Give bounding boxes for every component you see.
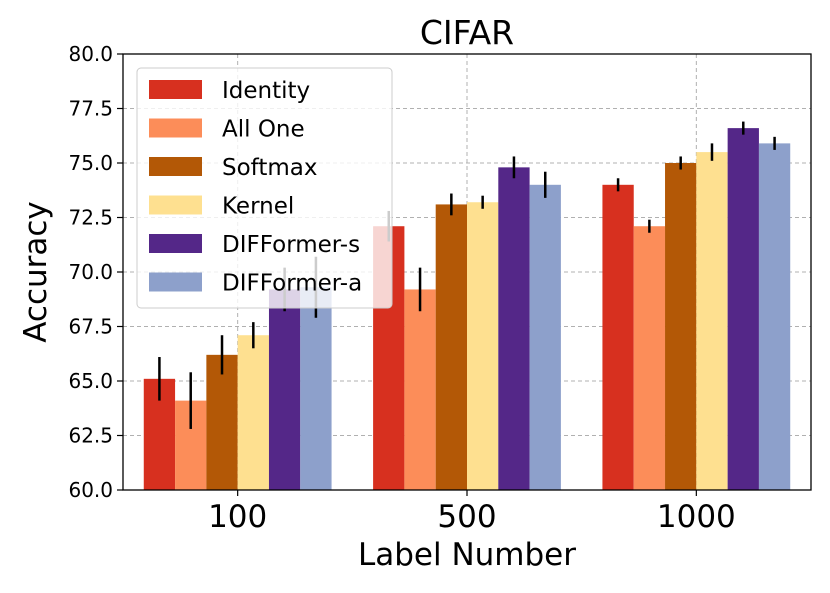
x-tick-label: 100	[208, 499, 267, 535]
y-tick-label: 62.5	[68, 424, 113, 448]
bar-difformer-s-1000	[727, 128, 759, 490]
y-tick-label: 75.0	[68, 151, 113, 175]
bar-difformer-s-100	[268, 289, 301, 490]
legend-label: All One	[222, 117, 305, 143]
legend-label: DIFFormer-s	[222, 232, 360, 258]
legend-swatch	[149, 272, 202, 292]
chart-title: CIFAR	[420, 13, 514, 52]
y-tick-label: 67.5	[68, 315, 113, 339]
x-axis-ticks: 100 500 1000	[208, 490, 736, 535]
y-tick-label: 65.0	[68, 369, 113, 393]
bars	[143, 121, 791, 491]
bar-softmax-100	[206, 354, 238, 490]
bar-softmax-500	[435, 204, 467, 491]
bar-kernel-500	[467, 202, 499, 491]
legend-label: Softmax	[222, 155, 318, 181]
legend-label: Identity	[222, 78, 310, 104]
y-tick-label: 77.5	[68, 97, 113, 121]
bar-all-one-500	[404, 289, 436, 490]
bar-all-one-1000	[633, 226, 666, 490]
legend-swatch	[149, 80, 202, 99]
bar-difformer-a-100	[300, 287, 332, 490]
x-tick-label: 1000	[657, 499, 736, 535]
legend-label: Kernel	[222, 194, 294, 220]
x-axis-label: Label Number	[358, 537, 576, 573]
bar-kernel-1000	[696, 152, 728, 490]
y-tick-label: 72.5	[68, 206, 113, 230]
legend-swatch	[149, 157, 202, 176]
legend-swatch	[149, 195, 202, 215]
legend-label: DIFFormer-a	[222, 271, 362, 297]
y-tick-label: 80.0	[68, 42, 113, 66]
bar-softmax-1000	[665, 163, 697, 490]
y-tick-label: 70.0	[68, 260, 113, 284]
bar-difformer-a-500	[529, 184, 561, 491]
y-axis-label: Accuracy	[18, 201, 54, 343]
legend: Identity All One Softmax Kernel DIFFormer-s D…	[136, 67, 393, 309]
bar-difformer-s-500	[498, 167, 530, 491]
bar-identity-1000	[602, 184, 634, 491]
bar-kernel-100	[237, 335, 269, 490]
legend-swatch	[149, 118, 202, 138]
y-tick-label: 60.0	[68, 478, 113, 502]
y-axis-ticks: 60.0 62.5 65.0 67.5 70.0 72.5 75.0 77.5 80.0	[68, 42, 123, 502]
x-tick-label: 500	[437, 499, 496, 535]
legend-swatch	[149, 234, 202, 253]
bar-difformer-a-1000	[758, 143, 791, 490]
